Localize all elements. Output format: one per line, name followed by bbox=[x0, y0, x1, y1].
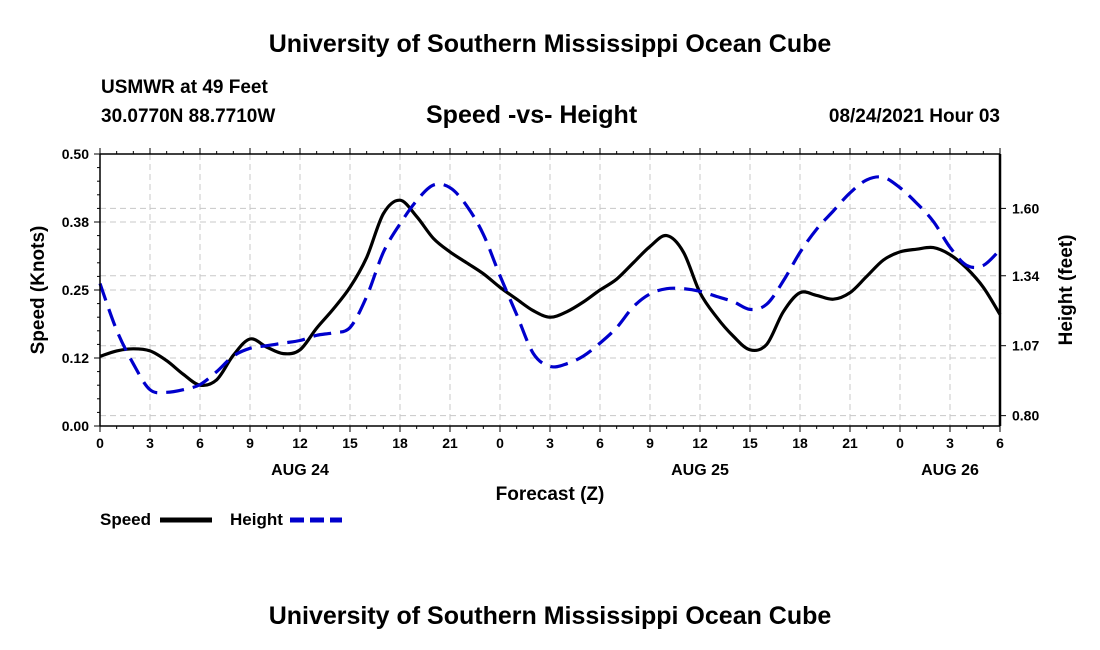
y2-tick-label: 1.60 bbox=[1012, 200, 1039, 216]
x-tick-label: 0 bbox=[496, 435, 504, 451]
x-tick-label: 18 bbox=[392, 435, 408, 451]
top-title: University of Southern Mississippi Ocean… bbox=[268, 30, 832, 58]
x-tick-label: 6 bbox=[996, 435, 1004, 451]
y-tick-label: 0.00 bbox=[62, 418, 89, 434]
series-lines bbox=[98, 175, 1002, 395]
station-coords: 30.0770N 88.7710W bbox=[101, 106, 276, 127]
x-tick-label: 9 bbox=[246, 435, 254, 451]
y2-axis-label: Height (feet) bbox=[1056, 235, 1077, 346]
tick-labels: 0 3 6 9 12 15 18 21 0 3 6 9 12 15 18 21 0 3 6 AUG 24 AUG 25 A… bbox=[62, 146, 1040, 479]
x-tick-label: 3 bbox=[546, 435, 554, 451]
x-tick-label: 6 bbox=[196, 435, 204, 451]
x-tick-label: 12 bbox=[292, 435, 308, 451]
legend: Speed Height bbox=[100, 510, 342, 529]
x-tick-label: 0 bbox=[896, 435, 904, 451]
tick-marks bbox=[94, 148, 1006, 432]
y2-tick-label: 0.80 bbox=[1012, 408, 1039, 424]
series-line-speed bbox=[99, 198, 1002, 388]
x-tick-label: 0 bbox=[96, 435, 104, 451]
x-tick-label: 3 bbox=[946, 435, 954, 451]
x-tick-label: 12 bbox=[692, 435, 708, 451]
y-tick-label: 0.12 bbox=[62, 350, 89, 366]
bottom-title: University of Southern Mississippi Ocean… bbox=[268, 602, 832, 630]
legend-label-speed: Speed bbox=[100, 510, 151, 529]
y2-tick-label: 1.07 bbox=[1012, 338, 1039, 354]
day-label: AUG 25 bbox=[671, 462, 729, 479]
series-line-height bbox=[98, 175, 1002, 395]
y2-tick-label: 1.34 bbox=[1012, 268, 1039, 284]
x-tick-label: 3 bbox=[146, 435, 154, 451]
x-tick-label: 15 bbox=[342, 435, 358, 451]
day-label: AUG 26 bbox=[921, 462, 979, 479]
day-label: AUG 24 bbox=[271, 462, 329, 479]
x-tick-label: 9 bbox=[646, 435, 654, 451]
y-axis-label: Speed (Knots) bbox=[28, 226, 49, 355]
y-tick-label: 0.25 bbox=[62, 282, 89, 298]
legend-label-height: Height bbox=[230, 510, 283, 529]
grid-lines bbox=[100, 154, 1000, 426]
x-tick-label: 21 bbox=[842, 435, 858, 451]
x-tick-label: 18 bbox=[792, 435, 808, 451]
y-tick-label: 0.38 bbox=[62, 214, 89, 230]
x-tick-label: 21 bbox=[442, 435, 458, 451]
forecast-datetime: 08/24/2021 Hour 03 bbox=[828, 106, 1000, 127]
y-tick-label: 0.50 bbox=[62, 146, 89, 162]
chart-title: Speed -vs- Height bbox=[426, 101, 638, 129]
station-name: USMWR at 49 Feet bbox=[101, 77, 268, 98]
x-axis-label: Forecast (Z) bbox=[496, 484, 605, 505]
x-tick-label: 6 bbox=[596, 435, 604, 451]
x-tick-label: 15 bbox=[742, 435, 758, 451]
